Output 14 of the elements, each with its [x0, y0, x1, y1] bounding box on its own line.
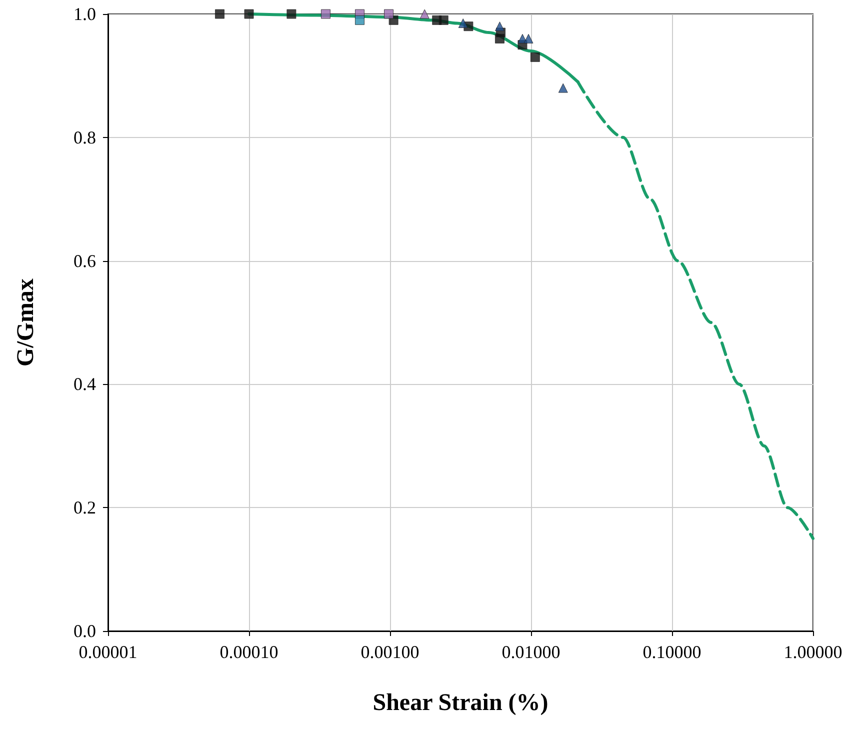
x-tick-label: 0.00001 [78, 642, 138, 662]
x-tick-label: 0.10000 [642, 642, 702, 662]
y-tick-label: 1.0 [74, 4, 96, 24]
y-tick-label: 0.2 [74, 498, 96, 518]
x-tick-label: 0.00100 [360, 642, 420, 662]
y-tick-label: 0.4 [74, 374, 96, 394]
x-tick-label: 0.01000 [502, 642, 560, 662]
y-tick-label: 0.0 [74, 621, 96, 641]
x-tick-label: 1.00000 [784, 642, 842, 662]
x-axis-title: Shear Strain (%) [372, 690, 548, 716]
x-tick-label: 0.00010 [220, 642, 278, 662]
y-tick-label: 0.6 [74, 250, 96, 271]
y-tick-label: 0.8 [74, 127, 96, 148]
y-axis-title: G/Gmax [13, 278, 39, 366]
